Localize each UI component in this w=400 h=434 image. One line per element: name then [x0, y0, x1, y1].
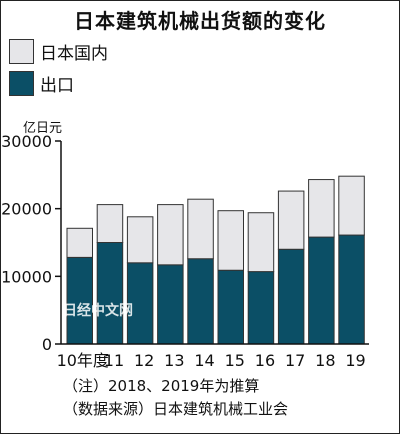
y-tick-label: 10000: [1, 267, 52, 286]
y-axis-unit: 亿日元: [23, 121, 63, 136]
bar-export: [96, 242, 124, 345]
x-tick-label: 11: [104, 351, 124, 370]
legend-swatch-domestic: [9, 39, 34, 64]
bar-domestic: [308, 179, 335, 238]
bar-domestic: [187, 198, 214, 260]
x-tick-label: 18: [315, 351, 335, 370]
x-tick-label: 14: [194, 351, 214, 370]
bar-export: [338, 234, 365, 345]
legend-item-export: 出口: [9, 71, 74, 96]
x-tick-label: 16: [255, 351, 275, 370]
note-source: （数据来源）日本建筑机械工业会: [63, 400, 289, 418]
y-tick-label: 0: [42, 335, 52, 354]
note-estimate: （注）2018、2019年为推算: [63, 377, 260, 395]
x-tick-label: 19: [345, 351, 365, 370]
bar-export: [126, 262, 154, 345]
bar-export: [217, 269, 244, 345]
legend-label-export: 出口: [40, 76, 74, 96]
x-tick-label: 17: [285, 351, 305, 370]
bar-export: [277, 248, 305, 345]
bar-export: [308, 236, 335, 345]
legend-swatch-export: [9, 71, 34, 96]
bar-domestic: [96, 204, 124, 244]
bar-domestic: [126, 216, 154, 264]
y-tick-label: 30000: [1, 132, 52, 151]
bar-export: [247, 271, 275, 345]
x-tick-label: 13: [164, 351, 184, 370]
y-tick-label: 20000: [1, 200, 52, 219]
legend-item-domestic: 日本国内: [9, 39, 108, 64]
watermark: 日经中文网: [63, 302, 133, 319]
bar-domestic: [66, 227, 93, 258]
x-tick-label: 12: [134, 351, 154, 370]
bar-export: [66, 256, 93, 345]
bar-domestic: [217, 210, 244, 271]
bar-domestic: [277, 190, 305, 250]
x-tick-label: 15: [225, 351, 245, 370]
chart-title: 日本建筑机械出货额的变化: [74, 9, 326, 33]
bar-domestic: [338, 175, 365, 236]
bar-export: [187, 258, 214, 345]
bar-domestic: [247, 212, 275, 273]
bar-export: [157, 264, 184, 345]
x-tick-label: 10年度: [57, 351, 109, 370]
bar-domestic: [157, 204, 184, 266]
legend-label-domestic: 日本国内: [40, 44, 108, 64]
